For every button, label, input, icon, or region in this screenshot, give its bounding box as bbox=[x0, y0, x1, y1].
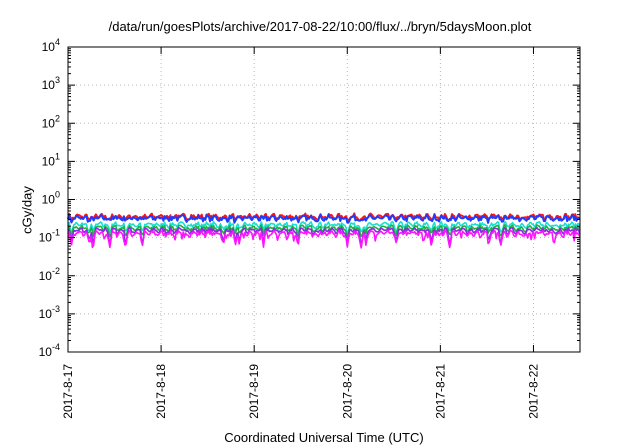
x-axis-label: Coordinated Universal Time (UTC) bbox=[224, 430, 424, 445]
y-tick-label: 10-3 bbox=[39, 304, 60, 321]
y-tick-label: 102 bbox=[42, 113, 60, 130]
series-line-2 bbox=[67, 213, 581, 224]
series-line-1 bbox=[67, 212, 581, 223]
y-tick-label: 10-2 bbox=[39, 266, 60, 283]
x-tick-label: 2017-8-18 bbox=[154, 364, 168, 419]
grid bbox=[68, 47, 580, 352]
x-tick-label: 2017-8-22 bbox=[526, 364, 540, 419]
y-axis: 10-4 10-3 10-2 10-1 100 101 102 103 104 bbox=[39, 37, 580, 359]
y-axis-label: cGy/day bbox=[19, 186, 35, 234]
x-tick-label: 2017-8-21 bbox=[433, 364, 447, 419]
x-tick-label: 2017-8-19 bbox=[247, 364, 261, 419]
y-tick-label: 103 bbox=[42, 75, 60, 92]
series-line-6 bbox=[67, 229, 581, 249]
y-tick-label: 104 bbox=[42, 37, 60, 54]
x-tick-label: 2017-8-17 bbox=[61, 364, 75, 419]
y-tick-label: 100 bbox=[42, 190, 60, 207]
x-axis: 2017-8-17 2017-8-18 2017-8-19 2017-8-20 2017… bbox=[61, 47, 540, 419]
series-line-5 bbox=[67, 226, 581, 247]
y-tick-label: 10-4 bbox=[39, 342, 60, 359]
chart-title: /data/run/goesPlots/archive/2017-08-22/1… bbox=[108, 19, 532, 34]
x-tick-label: 2017-8-20 bbox=[340, 364, 354, 419]
y-tick-label: 10-1 bbox=[39, 228, 60, 245]
y-tick-label: 101 bbox=[42, 151, 60, 168]
series-group bbox=[67, 212, 581, 249]
